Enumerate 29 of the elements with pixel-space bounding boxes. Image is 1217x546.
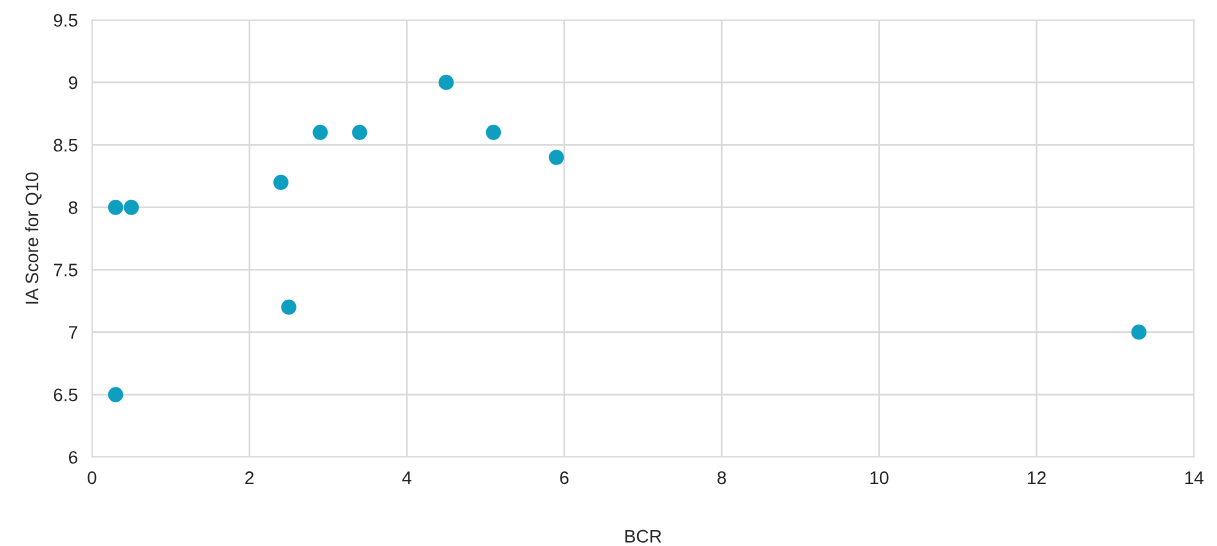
point [352,124,368,140]
x-tick-label: 2 [245,471,254,484]
y-tick-label: 7 [69,326,78,339]
y-tick-label: 7.5 [53,263,78,277]
point [548,149,565,165]
x-tick-label: 12 [1027,471,1046,484]
y-tick-label: 6.5 [53,388,78,402]
point [108,386,124,403]
point [108,199,124,215]
x-tick-label: 0 [87,471,97,485]
x-axis-title: BCR [625,529,662,543]
point [485,124,502,140]
point [281,299,297,315]
y-tick-label: 8 [68,201,78,215]
x-tick-label: 10 [870,471,889,485]
x-tick-label: 14 [1185,471,1204,484]
y-tick-label: 9 [68,76,78,90]
point [123,199,139,215]
x-tick-label: 4 [402,471,412,484]
point [438,74,454,91]
point [312,124,328,140]
point [273,174,289,190]
x-tick-label: 6 [560,471,569,485]
point [1131,324,1147,340]
y-axis-title: IA Score for Q10 [25,172,42,304]
y-tick-label: 6 [68,450,78,464]
y-tick-label: 9.5 [53,13,78,27]
x-tick-label: 8 [717,471,726,485]
y-tick-label: 8.5 [53,138,78,152]
